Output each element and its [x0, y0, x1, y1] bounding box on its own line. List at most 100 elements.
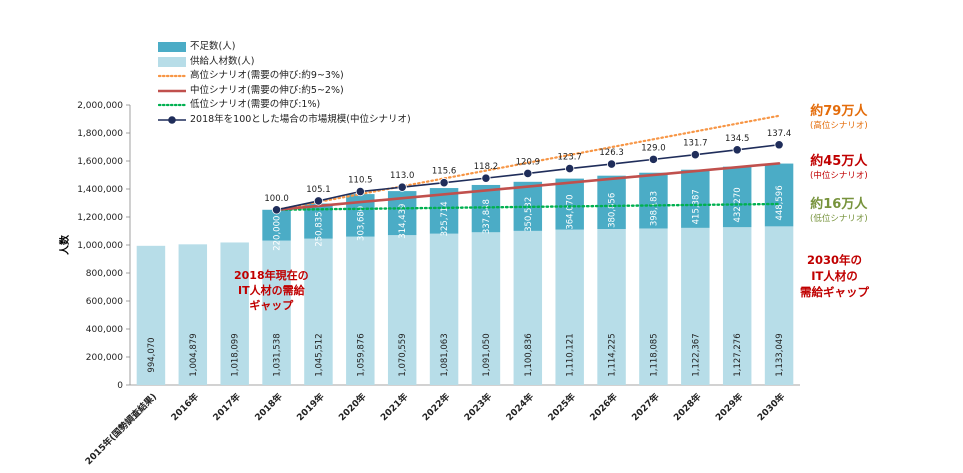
x-tick-label: 2029年 [713, 391, 746, 424]
legend-swatch [158, 56, 186, 67]
legend-label: 2018年を100とした場合の市場規模(中位シナリオ) [190, 113, 411, 125]
market-size-point [481, 173, 491, 183]
shortage-value-label: 314,439 [398, 204, 408, 239]
annotation-mid-value: 約45万人 [810, 154, 868, 169]
shortage-value-label: 250,835 [314, 211, 324, 246]
x-tick-label: 2018年 [252, 391, 285, 424]
legend-item: 2018年を100とした場合の市場規模(中位シナリオ) [158, 113, 411, 128]
shortage-bar [262, 209, 291, 241]
market-size-point [271, 205, 282, 215]
market-size-point [565, 163, 575, 174]
market-size-label: 113.0 [390, 171, 414, 181]
shortage-value-label: 448,596 [775, 185, 785, 220]
market-size-point [774, 140, 784, 150]
y-tick-label: 400,000 [86, 325, 123, 335]
supply-value-label: 1,004,879 [189, 333, 199, 376]
shortage-value-label: 380,856 [608, 193, 618, 228]
supply-value-label: 1,091,050 [482, 333, 492, 376]
supply-bar [513, 230, 543, 385]
supply-bar [471, 232, 501, 385]
legend-line-swatch [158, 71, 186, 81]
annotation-gap-2018: 2018年現在の IT人材の需給 ギャップ [234, 268, 309, 313]
annotation-gap-2030-line3: 需給ギャップ [800, 285, 869, 299]
market-size-label: 126.3 [599, 148, 623, 158]
supply-bar [346, 236, 375, 385]
legend-label: 中位シナリオ(需要の伸び:約5~2%) [190, 84, 344, 96]
y-tick-label: 0 [117, 381, 123, 391]
x-tick-label: 2020年 [336, 391, 369, 424]
annotation-low-label: (低位シナリオ) [810, 214, 868, 224]
legend-line-swatch [158, 86, 186, 96]
bar-series [136, 163, 794, 385]
x-tick-label: 2021年 [378, 391, 411, 424]
supply-value-label: 1,110,121 [566, 333, 576, 376]
annotation-mid: 約45万人 (中位シナリオ) [810, 150, 868, 181]
shortage-bar [681, 169, 710, 228]
market-size-label: 123.7 [558, 153, 582, 163]
annotation-mid-label: (中位シナリオ) [810, 171, 868, 181]
x-tick-label: 2015年(国勢調査結果) [82, 391, 159, 468]
supply-bar [387, 235, 417, 385]
shortage-value-label: 364,070 [566, 195, 576, 230]
legend-line-swatch [158, 115, 186, 125]
supply-bar [764, 226, 794, 385]
market-size-point [690, 150, 700, 160]
market-size-point [732, 145, 742, 155]
legend-label: 低位シナリオ(需要の伸び:1%) [190, 99, 321, 110]
market-size-point [397, 182, 407, 192]
x-tick-label: 2023年 [461, 391, 494, 424]
annotation-gap-2030-line1: 2030年の [806, 253, 862, 267]
market-size-point [523, 168, 533, 179]
shortage-bar [597, 175, 626, 230]
supply-value-label: 1,127,276 [733, 333, 743, 376]
y-tick-label: 1,000,000 [77, 241, 123, 251]
legend-label: 供給人材数(人) [190, 55, 255, 67]
supply-bar [597, 229, 626, 385]
y-tick-label: 200,000 [86, 353, 123, 363]
y-tick-label: 1,400,000 [77, 185, 123, 195]
supply-value-label: 1,059,876 [356, 333, 366, 376]
market-size-point [648, 154, 659, 164]
market-size-label: 137.4 [767, 129, 791, 139]
y-tick-label: 600,000 [86, 297, 123, 307]
annotation-low: 約16万人 (低位シナリオ) [810, 193, 868, 224]
bar-value-labels: 994,070 1,004,879 1,018,099 1,031,538 220,00… [147, 185, 785, 376]
y-tick-label: 1,600,000 [77, 157, 123, 167]
legend-item: 低位シナリオ(需要の伸び:1%) [158, 98, 411, 113]
legend-item: 高位シナリオ(需要の伸び:約9~3%) [158, 69, 411, 84]
x-tick-label: 2025年 [545, 391, 578, 424]
y-tick-label: 1,200,000 [77, 213, 123, 223]
shortage-value-label: 325,714 [440, 201, 450, 236]
market-size-label: 129.0 [641, 143, 665, 153]
shortage-value-label: 220,000 [273, 216, 283, 251]
legend: 不足数(人) 供給人材数(人) 高位シナリオ(需要の伸び:約9~3%) 中位シナリオ(… [158, 40, 411, 127]
supply-bar [681, 227, 710, 385]
shortage-value-label: 398,183 [649, 191, 659, 226]
legend-item: 不足数(人) [158, 40, 411, 55]
legend-line-swatch [158, 100, 186, 110]
market-size-label: 118.2 [474, 162, 498, 172]
supply-value-label: 994,070 [147, 337, 157, 372]
market-size-label: 134.5 [725, 134, 749, 144]
supply-value-label: 1,114,225 [608, 333, 618, 376]
y-tick-label: 2,000,000 [77, 101, 123, 111]
annotation-gap-2030: 2030年の IT人材の 需給ギャップ [800, 252, 869, 300]
x-tick-label: 2019年 [294, 391, 327, 424]
x-tick-label: 2017年 [210, 391, 243, 424]
shortage-value-label: 303,680 [356, 206, 366, 241]
market-size-point [313, 196, 324, 206]
x-tick-label: 2028年 [671, 391, 704, 424]
annotation-gap-2018-line1: 2018年現在の [234, 269, 309, 282]
x-tick-label: 2022年 [420, 391, 453, 424]
legend-label: 高位シナリオ(需要の伸び:約9~3%) [190, 70, 344, 81]
legend-item: 中位シナリオ(需要の伸び:約5~2%) [158, 84, 411, 99]
market-size-label: 105.1 [306, 185, 330, 195]
x-tick-label: 2027年 [629, 391, 662, 424]
market-size-point [606, 159, 617, 169]
shortage-value-label: 415,387 [691, 189, 701, 224]
supply-value-label: 1,133,049 [775, 333, 785, 376]
shortage-value-label: 432,270 [733, 187, 743, 222]
supply-bar [136, 245, 166, 385]
supply-value-label: 1,122,367 [691, 333, 701, 376]
